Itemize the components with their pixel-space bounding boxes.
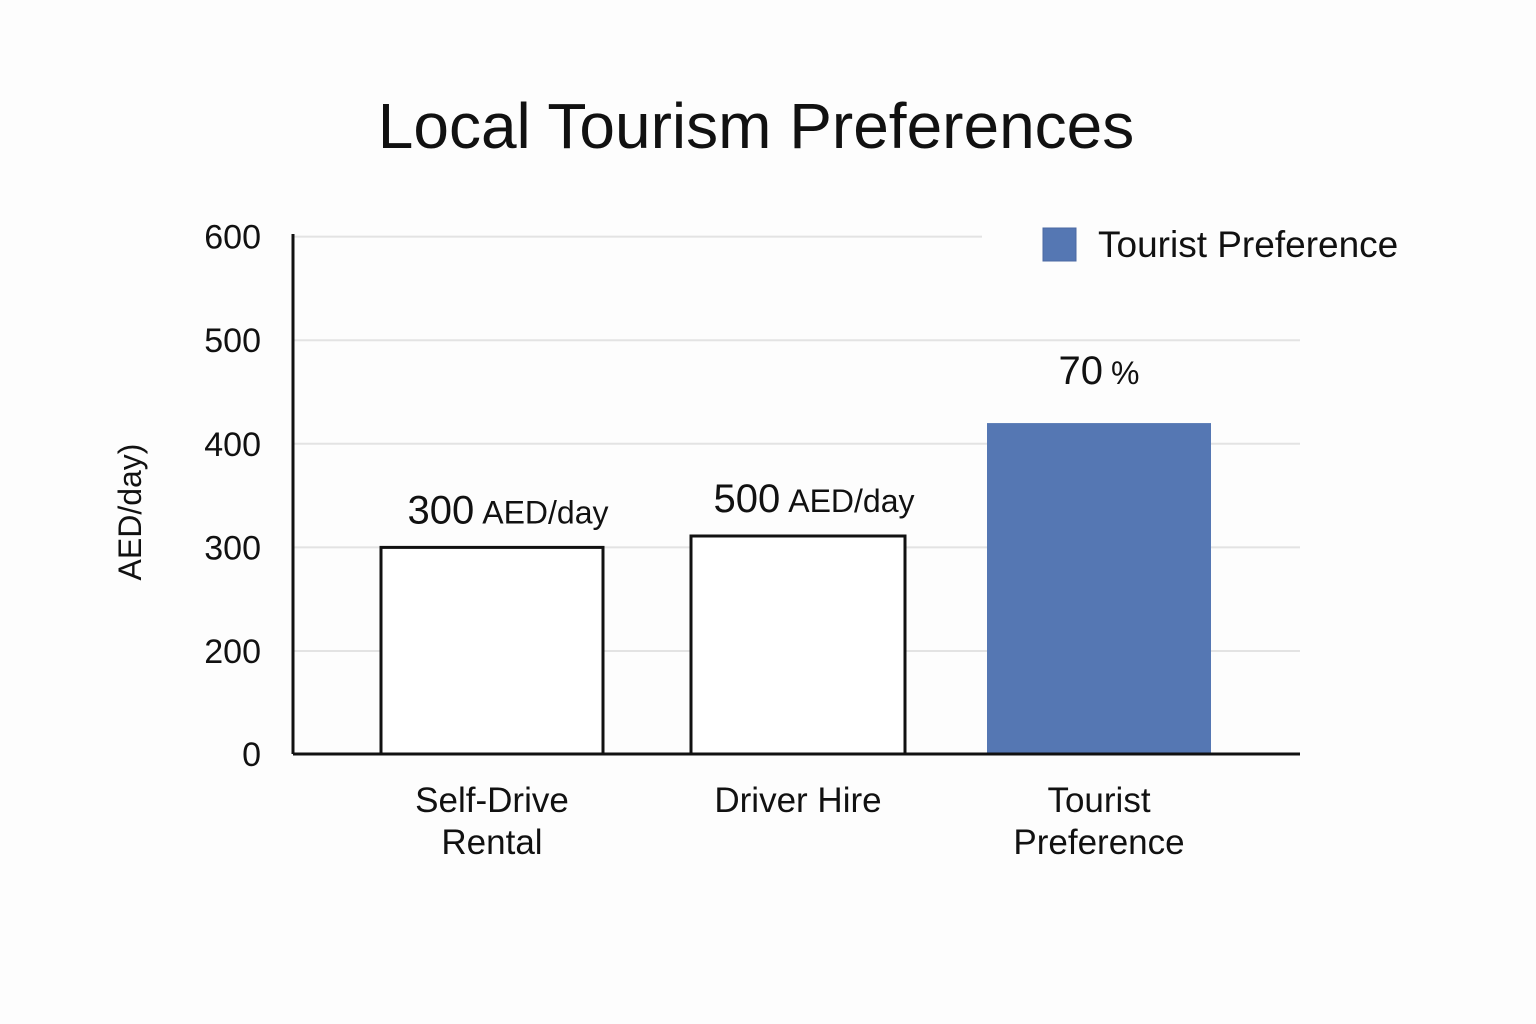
y-tick-label: 400 — [204, 426, 261, 464]
x-category-label: Self-Drive — [415, 781, 569, 820]
x-category-label: Tourist — [1047, 781, 1150, 820]
y-tick-label: 200 — [204, 633, 261, 671]
y-tick-label: 0 — [242, 736, 261, 774]
data-label-unit: % — [1111, 355, 1139, 391]
data-label-unit: AED/day — [788, 483, 914, 519]
y-tick-label: 500 — [204, 322, 261, 360]
bar — [689, 534, 907, 756]
data-label-number: 500 — [713, 477, 780, 521]
legend-label: Tourist Preference — [1098, 224, 1398, 265]
x-category-label: Preference — [1013, 823, 1184, 862]
y-tick-label: 600 — [204, 219, 261, 257]
bar — [379, 545, 605, 756]
chart-title: Local Tourism Preferences — [378, 90, 1135, 162]
x-category-label: Driver Hire — [714, 781, 881, 820]
bar — [987, 423, 1211, 754]
data-label: 500 AED/day — [713, 477, 914, 521]
data-label: 300 AED/day — [407, 488, 608, 532]
y-tick-label: 300 — [204, 529, 261, 567]
data-label-number: 300 — [407, 488, 474, 532]
data-label-unit: AED/day — [482, 494, 608, 530]
y-axis-label: AED/day) — [112, 444, 148, 581]
data-label-number: 70 — [1059, 349, 1104, 393]
data-label: 70% — [1059, 349, 1140, 393]
legend-swatch — [1042, 227, 1077, 262]
x-category-label: Rental — [441, 823, 542, 862]
